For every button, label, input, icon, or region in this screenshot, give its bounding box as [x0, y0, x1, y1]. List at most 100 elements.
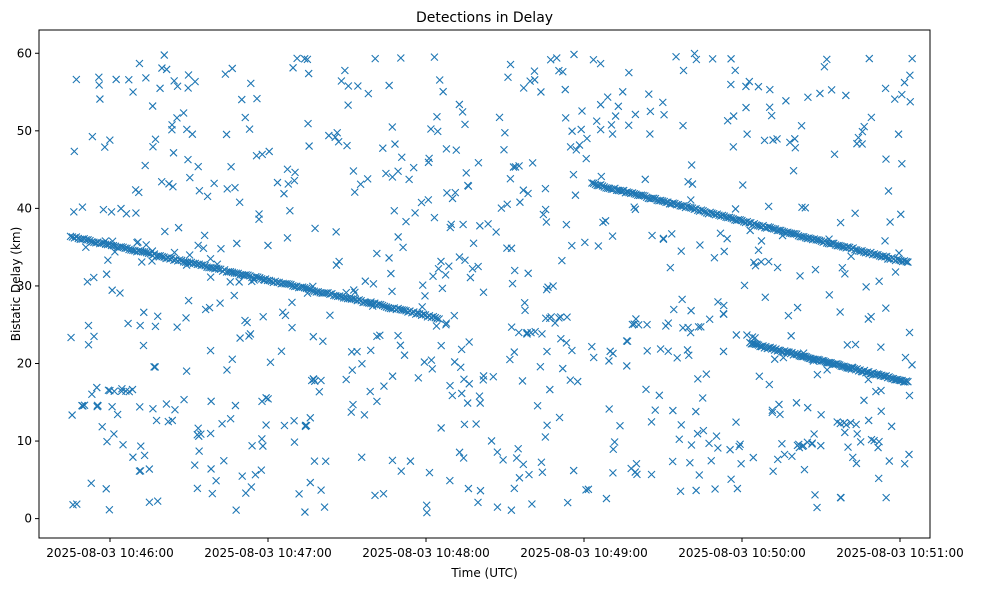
chart-title: Detections in Delay [416, 10, 553, 26]
detection-point [618, 87, 627, 96]
detection-point [342, 288, 351, 297]
detection-point [830, 150, 839, 159]
detection-point [264, 394, 273, 403]
detection-point [380, 382, 388, 391]
detection-point [906, 97, 915, 106]
detection-point [373, 332, 381, 341]
detection-point [881, 84, 890, 93]
detection-point [678, 295, 687, 304]
detection-point [150, 362, 158, 371]
detection-point [755, 372, 764, 381]
detection-point [230, 291, 239, 300]
detection-point [903, 258, 912, 266]
detection-point [305, 142, 314, 150]
detection-point [533, 401, 542, 410]
detection-point [300, 54, 309, 63]
detection-point [840, 418, 849, 427]
detection-point [784, 311, 793, 320]
detection-point [232, 239, 241, 248]
detection-point [870, 436, 878, 445]
detection-point [504, 73, 512, 82]
detection-point [290, 176, 299, 185]
detection-point [334, 137, 343, 146]
detection-point [378, 144, 387, 153]
detection-point [212, 476, 220, 485]
detection-point [881, 304, 890, 313]
detection-point [361, 277, 370, 286]
detection-point [506, 60, 515, 69]
detection-point [110, 247, 119, 256]
detection-point [684, 177, 692, 186]
detection-point [900, 78, 909, 87]
detection-point [555, 413, 564, 422]
detection-point [180, 395, 188, 404]
detection-point [848, 453, 857, 462]
detection-point [710, 253, 719, 262]
detection-point [463, 399, 472, 407]
detection-point [510, 484, 519, 493]
detection-point [768, 406, 777, 415]
detection-point [562, 339, 571, 347]
detection-point [664, 319, 673, 328]
detection-point [396, 341, 405, 350]
detection-point [451, 188, 460, 197]
detection-point [450, 311, 459, 320]
detection-point [723, 116, 732, 125]
detection-point [904, 377, 912, 386]
detection-point [433, 314, 442, 323]
y-axis-label: Bistatic Delay (km) [9, 227, 23, 342]
detection-point [171, 405, 179, 414]
detection-point [641, 175, 650, 184]
detection-point [569, 466, 578, 475]
x-tick-label: 2025-08-03 10:48:00 [362, 546, 489, 560]
detection-point [122, 209, 131, 218]
detection-point [277, 347, 286, 356]
detection-point [711, 485, 719, 493]
detection-point [799, 349, 808, 358]
detection-point [391, 140, 399, 148]
detection-point [905, 391, 914, 400]
detection-point [778, 231, 787, 240]
detection-point [645, 130, 654, 138]
detection-point [660, 110, 668, 119]
detection-point [543, 421, 551, 430]
detection-point [692, 55, 701, 64]
detection-point [526, 77, 535, 86]
detection-point [421, 291, 429, 300]
detection-point [424, 196, 433, 204]
detection-point [607, 121, 616, 129]
detection-point [170, 248, 179, 257]
detection-point [67, 333, 75, 342]
detection-point [437, 341, 446, 350]
detection-point [867, 435, 876, 444]
detection-point [816, 441, 825, 450]
detection-point [112, 75, 121, 84]
detection-point [738, 181, 747, 189]
x-tick-label: 2025-08-03 10:51:00 [836, 546, 963, 560]
detection-point [801, 203, 810, 212]
detection-point [773, 135, 781, 143]
detection-point [368, 302, 377, 310]
detection-point [357, 453, 366, 462]
detection-point [262, 393, 271, 402]
detection-point [811, 265, 820, 274]
detection-point [539, 210, 548, 219]
detection-point [555, 66, 563, 75]
detection-point [596, 100, 605, 109]
detection-point [811, 490, 819, 499]
detection-point [162, 65, 171, 74]
detection-point [750, 258, 758, 267]
detection-point [311, 224, 319, 233]
detection-point [479, 288, 488, 297]
detection-point [433, 112, 441, 121]
detection-point [757, 257, 766, 266]
detection-point [206, 273, 215, 282]
detection-point [246, 79, 255, 88]
detection-point [353, 347, 361, 356]
detection-point [538, 330, 546, 338]
detection-point [792, 398, 801, 407]
detection-point [705, 439, 713, 448]
detection-point [528, 158, 537, 167]
detection-point [333, 128, 342, 137]
detection-point [402, 217, 410, 226]
